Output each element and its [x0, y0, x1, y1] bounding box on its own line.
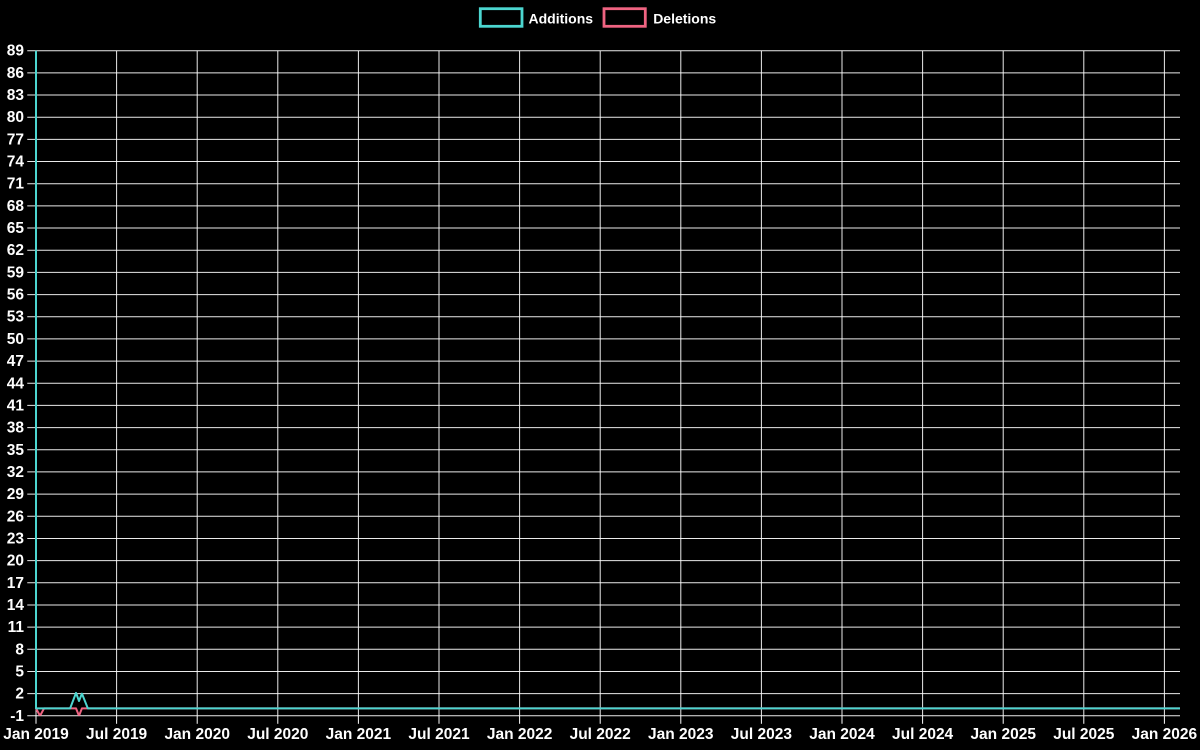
svg-text:26: 26 [7, 508, 25, 525]
svg-text:71: 71 [7, 176, 25, 193]
svg-text:Jan 2019: Jan 2019 [3, 726, 69, 743]
svg-text:Jul 2020: Jul 2020 [247, 726, 308, 743]
svg-text:Jan 2025: Jan 2025 [970, 726, 1036, 743]
svg-text:8: 8 [15, 641, 24, 658]
svg-text:Jul 2023: Jul 2023 [731, 726, 793, 743]
svg-text:Jan 2023: Jan 2023 [648, 726, 714, 743]
svg-text:17: 17 [7, 575, 24, 592]
svg-text:38: 38 [7, 420, 25, 437]
svg-text:Additions: Additions [529, 10, 594, 26]
svg-text:50: 50 [7, 331, 24, 348]
svg-text:77: 77 [7, 131, 24, 148]
svg-text:20: 20 [7, 553, 24, 570]
svg-text:35: 35 [7, 442, 25, 459]
svg-text:56: 56 [7, 287, 25, 304]
svg-text:Jul 2025: Jul 2025 [1053, 726, 1115, 743]
svg-text:Jan 2024: Jan 2024 [809, 726, 875, 743]
svg-text:-1: -1 [10, 708, 24, 725]
svg-text:80: 80 [7, 109, 24, 126]
svg-text:62: 62 [7, 242, 24, 259]
svg-text:14: 14 [7, 597, 25, 614]
svg-text:Jan 2020: Jan 2020 [164, 726, 230, 743]
svg-text:Jul 2019: Jul 2019 [86, 726, 148, 743]
svg-text:65: 65 [7, 220, 25, 237]
svg-text:86: 86 [7, 65, 25, 82]
svg-text:41: 41 [7, 397, 25, 414]
svg-text:2: 2 [15, 686, 24, 703]
svg-text:32: 32 [7, 464, 24, 481]
svg-text:11: 11 [8, 619, 25, 636]
svg-text:23: 23 [7, 530, 25, 547]
svg-text:29: 29 [7, 486, 25, 503]
svg-text:Jul 2022: Jul 2022 [570, 726, 631, 743]
svg-text:Jul 2021: Jul 2021 [408, 726, 470, 743]
svg-text:59: 59 [7, 264, 25, 281]
svg-text:Jan 2022: Jan 2022 [487, 726, 553, 743]
svg-text:74: 74 [7, 154, 25, 171]
svg-text:83: 83 [7, 87, 25, 104]
svg-text:89: 89 [7, 43, 25, 60]
svg-text:Jan 2026: Jan 2026 [1132, 726, 1198, 743]
svg-text:47: 47 [7, 353, 24, 370]
svg-text:Deletions: Deletions [653, 10, 716, 26]
svg-text:68: 68 [7, 198, 25, 215]
svg-text:44: 44 [7, 375, 25, 392]
svg-text:5: 5 [15, 663, 24, 680]
svg-text:Jan 2021: Jan 2021 [326, 726, 392, 743]
svg-text:Jul 2024: Jul 2024 [892, 726, 954, 743]
svg-text:53: 53 [7, 309, 25, 326]
